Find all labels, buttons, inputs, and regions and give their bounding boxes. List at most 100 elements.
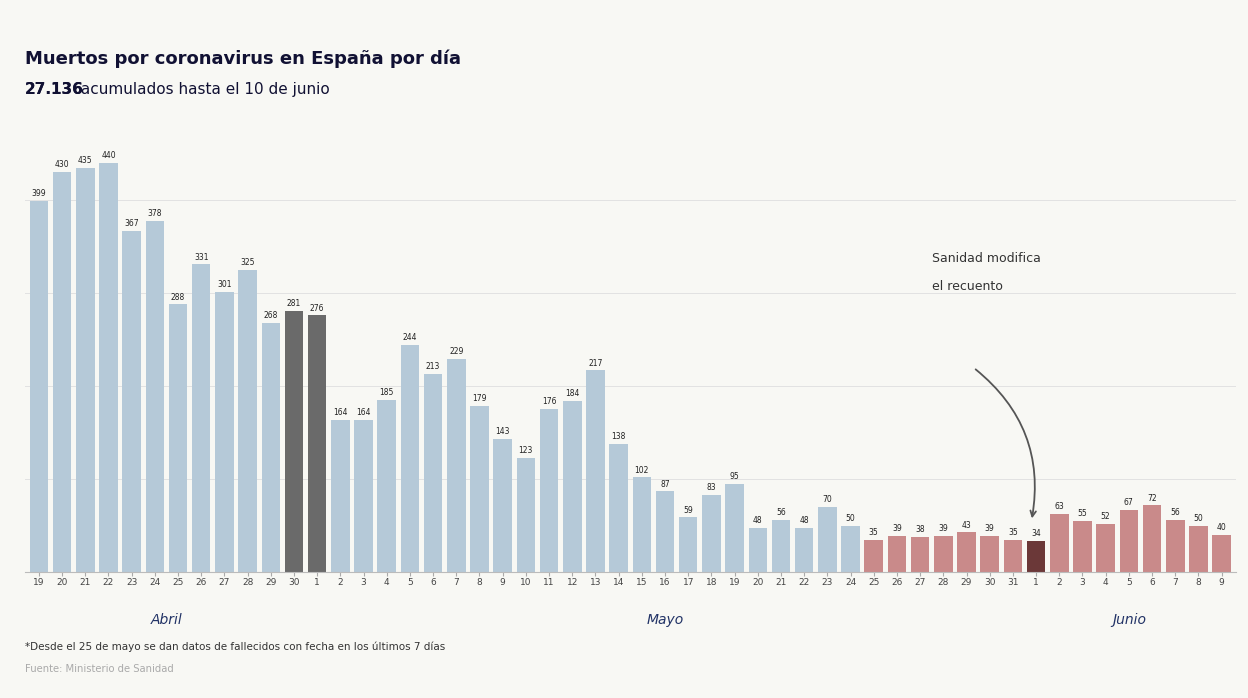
Bar	[981, 536, 998, 572]
Bar	[1073, 521, 1092, 572]
Text: 50: 50	[1193, 514, 1203, 523]
Text: 55: 55	[1077, 510, 1087, 519]
Bar	[887, 536, 906, 572]
Bar	[1027, 541, 1046, 572]
Bar	[1119, 510, 1138, 572]
Text: Abril: Abril	[151, 613, 182, 627]
Bar	[1003, 540, 1022, 572]
Text: 39: 39	[985, 524, 995, 533]
Text: 288: 288	[171, 292, 185, 302]
Text: 138: 138	[612, 432, 625, 441]
Text: 27.136 acumulados hasta el 10 de junio: 27.136 acumulados hasta el 10 de junio	[25, 82, 332, 96]
Text: 217: 217	[588, 359, 603, 368]
Text: 27.136: 27.136	[25, 82, 84, 96]
Bar	[540, 408, 558, 572]
Bar	[76, 168, 95, 572]
Bar	[52, 172, 71, 572]
Bar	[1050, 514, 1068, 572]
Bar	[679, 517, 698, 572]
Bar	[354, 419, 373, 572]
Bar	[215, 292, 233, 572]
Text: 268: 268	[263, 311, 278, 320]
Bar	[331, 419, 349, 572]
Bar	[655, 491, 674, 572]
Text: 39: 39	[892, 524, 902, 533]
Bar	[841, 526, 860, 572]
Text: 244: 244	[403, 334, 417, 343]
Bar	[99, 163, 117, 572]
Bar	[308, 315, 327, 572]
Bar	[493, 439, 512, 572]
Text: Junio: Junio	[1112, 613, 1146, 627]
Bar	[401, 346, 419, 572]
Text: 179: 179	[472, 394, 487, 403]
Text: 430: 430	[55, 161, 70, 170]
Bar	[377, 400, 396, 572]
Bar	[517, 458, 535, 572]
Bar	[447, 359, 466, 572]
Text: 229: 229	[449, 348, 463, 357]
Bar	[1166, 520, 1184, 572]
Text: 59: 59	[684, 505, 693, 514]
Text: 50: 50	[846, 514, 855, 523]
Text: 35: 35	[1008, 528, 1018, 537]
Bar	[470, 406, 489, 572]
Bar	[1143, 505, 1162, 572]
Bar	[725, 484, 744, 572]
Text: 87: 87	[660, 480, 670, 489]
Bar	[957, 533, 976, 572]
Bar	[563, 401, 582, 572]
Text: 34: 34	[1031, 529, 1041, 538]
Bar	[771, 520, 790, 572]
Bar	[30, 201, 49, 572]
Bar	[703, 495, 720, 572]
Bar	[633, 477, 651, 572]
Text: Fuente: Ministerio de Sanidad: Fuente: Ministerio de Sanidad	[25, 664, 173, 674]
Text: 123: 123	[519, 446, 533, 455]
Text: 43: 43	[962, 521, 971, 530]
Text: 70: 70	[822, 496, 832, 505]
Text: 276: 276	[310, 304, 324, 313]
Text: 40: 40	[1217, 524, 1227, 533]
Text: *Desde el 25 de mayo se dan datos de fallecidos con fecha en los últimos 7 días: *Desde el 25 de mayo se dan datos de fal…	[25, 641, 446, 652]
Text: 95: 95	[730, 472, 740, 481]
Bar	[122, 231, 141, 572]
Text: 143: 143	[495, 427, 510, 436]
Text: 35: 35	[869, 528, 879, 537]
Text: 38: 38	[915, 525, 925, 534]
Text: 176: 176	[542, 396, 557, 406]
Bar	[1189, 526, 1208, 572]
Text: 184: 184	[565, 389, 579, 399]
Text: 102: 102	[635, 466, 649, 475]
Text: Sanidad modifica: Sanidad modifica	[932, 252, 1041, 265]
Text: 83: 83	[706, 483, 716, 492]
Text: 164: 164	[356, 408, 371, 417]
Text: 185: 185	[379, 388, 394, 397]
Text: 63: 63	[1055, 502, 1065, 511]
Bar	[146, 221, 163, 572]
Text: 27.136: 27.136	[25, 82, 84, 96]
Bar	[749, 528, 768, 572]
Bar	[192, 265, 211, 572]
Text: 56: 56	[1171, 508, 1181, 517]
Bar	[609, 444, 628, 572]
Text: 399: 399	[31, 189, 46, 198]
Text: 48: 48	[753, 516, 763, 525]
Bar	[262, 323, 280, 572]
Text: 281: 281	[287, 299, 301, 308]
Text: 325: 325	[241, 258, 255, 267]
Bar	[587, 371, 605, 572]
Text: 440: 440	[101, 151, 116, 160]
Text: 301: 301	[217, 281, 232, 290]
Bar	[1212, 535, 1231, 572]
Text: 213: 213	[426, 362, 441, 371]
Text: 67: 67	[1124, 498, 1133, 507]
Bar	[168, 304, 187, 572]
Bar	[238, 270, 257, 572]
Bar	[934, 536, 952, 572]
Text: 52: 52	[1101, 512, 1111, 521]
Bar	[911, 537, 930, 572]
Text: 435: 435	[77, 156, 92, 165]
Text: Mayo: Mayo	[646, 613, 684, 627]
Text: 56: 56	[776, 508, 786, 517]
